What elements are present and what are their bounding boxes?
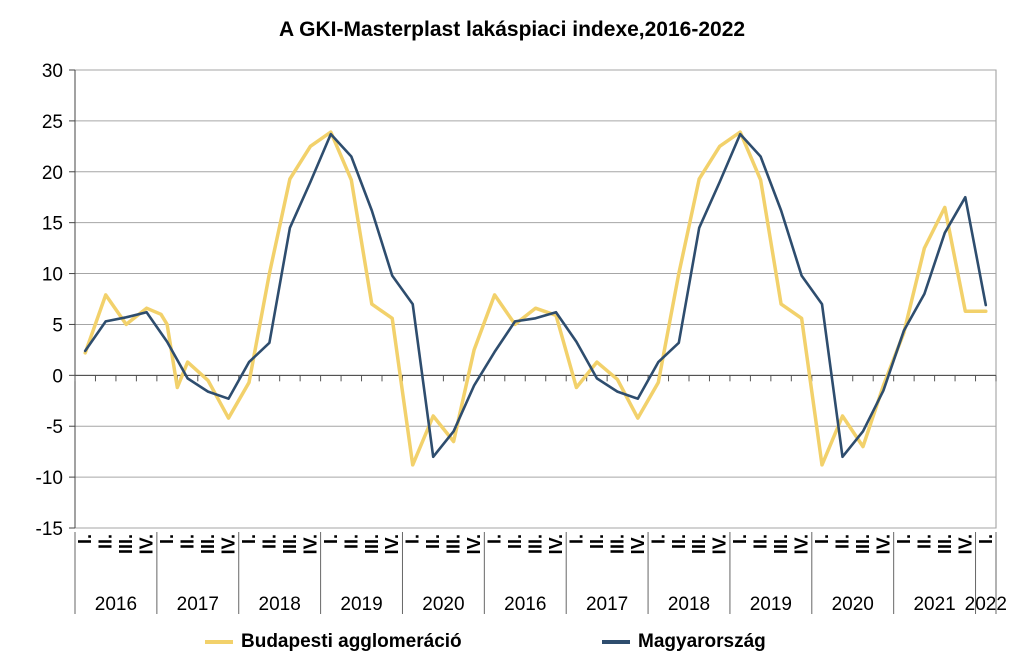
quarter-label: I. xyxy=(321,534,341,544)
quarter-label: II. xyxy=(669,534,689,549)
series-line-hungary xyxy=(83,132,988,459)
legend-item-budapest: Budapesti agglomeráció xyxy=(205,628,462,656)
quarter-label: II. xyxy=(587,534,607,549)
quarter-label: IV. xyxy=(382,534,402,554)
quarter-label: III. xyxy=(607,534,627,554)
quarter-label: II. xyxy=(178,534,198,549)
legend-label-budapest: Budapesti agglomeráció xyxy=(241,631,462,652)
quarter-label: III. xyxy=(526,534,546,554)
year-label: 2020 xyxy=(832,594,874,615)
quarter-label: III. xyxy=(116,534,136,554)
quarter-label: III. xyxy=(198,534,218,554)
y-tick-label: 15 xyxy=(42,214,63,235)
quarter-label: I. xyxy=(648,534,668,544)
chart-title: A GKI-Masterplast lakáspiaci indexe,2016… xyxy=(278,18,746,41)
quarter-label: I. xyxy=(812,534,832,544)
quarter-label: IV. xyxy=(792,534,812,554)
legend-label-hungary: Magyarország xyxy=(638,631,766,652)
y-tick-label: 0 xyxy=(52,366,63,387)
quarter-label: IV. xyxy=(955,534,975,554)
quarter-label: III. xyxy=(280,534,300,554)
y-tick-label: 30 xyxy=(42,61,63,82)
y-tick-label: -5 xyxy=(46,417,63,438)
quarter-label: II. xyxy=(96,534,116,549)
quarter-label: I. xyxy=(403,534,423,544)
year-label: 2019 xyxy=(340,594,382,615)
quarter-label: IV. xyxy=(137,534,157,554)
quarter-label: III. xyxy=(444,534,464,554)
axes xyxy=(69,69,997,614)
year-label: 2022 xyxy=(965,594,1007,615)
gridlines xyxy=(74,69,997,529)
legend-swatch-hungary xyxy=(602,640,630,644)
year-label: 2016 xyxy=(95,594,137,615)
quarter-label: II. xyxy=(505,534,525,549)
quarter-label: IV. xyxy=(710,534,730,554)
series-lines xyxy=(83,130,988,467)
legend-swatch-budapest xyxy=(205,640,233,644)
quarter-label: I. xyxy=(976,534,996,544)
year-label: 2018 xyxy=(259,594,301,615)
series-line-budapest xyxy=(83,130,988,467)
quarter-label: I. xyxy=(566,534,586,544)
quarter-label: II. xyxy=(423,534,443,549)
y-tick-label: -10 xyxy=(36,468,63,489)
year-label: 2017 xyxy=(586,594,628,615)
year-label: 2019 xyxy=(750,594,792,615)
quarter-label: IV. xyxy=(219,534,239,554)
quarter-label: III. xyxy=(362,534,382,554)
quarter-label: I. xyxy=(485,534,505,544)
plot-frame xyxy=(74,69,997,529)
quarter-label: II. xyxy=(751,534,771,549)
quarter-label: IV. xyxy=(873,534,893,554)
legend-item-hungary: Magyarország xyxy=(602,628,766,656)
quarter-label: II. xyxy=(833,534,853,549)
year-label: 2020 xyxy=(422,594,464,615)
quarter-label: IV. xyxy=(300,534,320,554)
quarter-label: IV. xyxy=(628,534,648,554)
quarter-label: I. xyxy=(75,534,95,544)
quarter-label: III. xyxy=(771,534,791,554)
quarter-label: II. xyxy=(341,534,361,549)
quarter-label: I. xyxy=(730,534,750,544)
y-tick-label: 10 xyxy=(42,265,63,286)
quarter-label: I. xyxy=(239,534,259,544)
quarter-label: IV. xyxy=(546,534,566,554)
quarter-label: II. xyxy=(259,534,279,549)
y-tick-label: -15 xyxy=(36,519,63,540)
year-label: 2017 xyxy=(177,594,219,615)
year-label: 2021 xyxy=(913,594,955,615)
quarter-label: III. xyxy=(853,534,873,554)
quarter-label: I. xyxy=(894,534,914,544)
year-label: 2018 xyxy=(668,594,710,615)
quarter-label: IV. xyxy=(464,534,484,554)
quarter-label: III. xyxy=(935,534,955,554)
y-tick-label: 25 xyxy=(42,112,63,133)
y-tick-label: 20 xyxy=(42,163,63,184)
quarter-label: I. xyxy=(157,534,177,544)
quarter-label: II. xyxy=(914,534,934,549)
quarter-label: III. xyxy=(689,534,709,554)
y-tick-label: 5 xyxy=(52,315,63,336)
year-label: 2016 xyxy=(504,594,546,615)
